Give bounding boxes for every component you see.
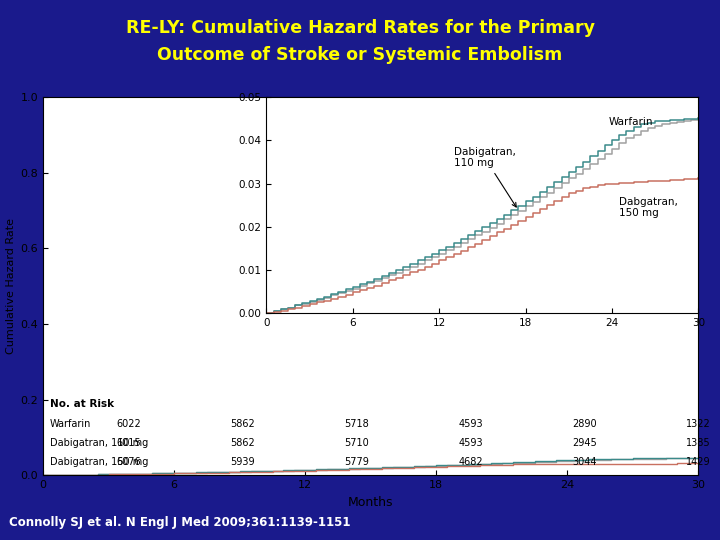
Text: 5939: 5939 bbox=[230, 457, 255, 467]
Text: RE-LY: Cumulative Hazard Rates for the Primary: RE-LY: Cumulative Hazard Rates for the P… bbox=[125, 19, 595, 37]
Text: 2890: 2890 bbox=[572, 419, 597, 429]
Text: 5779: 5779 bbox=[344, 457, 369, 467]
Text: 4682: 4682 bbox=[458, 457, 482, 467]
X-axis label: Months: Months bbox=[348, 496, 394, 509]
Text: 5862: 5862 bbox=[230, 438, 255, 448]
Text: 2945: 2945 bbox=[572, 438, 597, 448]
Text: Dabigatran, 150 mg: Dabigatran, 150 mg bbox=[50, 457, 148, 467]
Text: Outcome of Stroke or Systemic Embolism: Outcome of Stroke or Systemic Embolism bbox=[158, 46, 562, 64]
Text: 6015: 6015 bbox=[116, 438, 140, 448]
Text: 6022: 6022 bbox=[116, 419, 140, 429]
Text: 5718: 5718 bbox=[344, 419, 369, 429]
Text: Dab​gatran,
150 mg: Dab​gatran, 150 mg bbox=[619, 197, 678, 218]
Text: 1429: 1429 bbox=[686, 457, 711, 467]
Text: 6076: 6076 bbox=[116, 457, 140, 467]
Text: 5862: 5862 bbox=[230, 419, 255, 429]
Text: Warfarin: Warfarin bbox=[609, 117, 654, 126]
Text: 4593: 4593 bbox=[458, 438, 482, 448]
Text: Connolly SJ et al. N Engl J Med 2009;361:1139-1151: Connolly SJ et al. N Engl J Med 2009;361… bbox=[9, 516, 350, 529]
Text: Dabigatran,
110 mg: Dabigatran, 110 mg bbox=[454, 147, 516, 207]
Text: 4593: 4593 bbox=[458, 419, 482, 429]
Text: 1385: 1385 bbox=[686, 438, 711, 448]
Y-axis label: Cumulative Hazard Rate: Cumulative Hazard Rate bbox=[6, 218, 17, 354]
Text: Warfarin: Warfarin bbox=[50, 419, 91, 429]
Text: 1322: 1322 bbox=[686, 419, 711, 429]
Text: 3044: 3044 bbox=[572, 457, 597, 467]
Text: 5710: 5710 bbox=[344, 438, 369, 448]
Text: Dabigatran, 110 mg: Dabigatran, 110 mg bbox=[50, 438, 148, 448]
Text: No. at Risk: No. at Risk bbox=[50, 399, 114, 409]
